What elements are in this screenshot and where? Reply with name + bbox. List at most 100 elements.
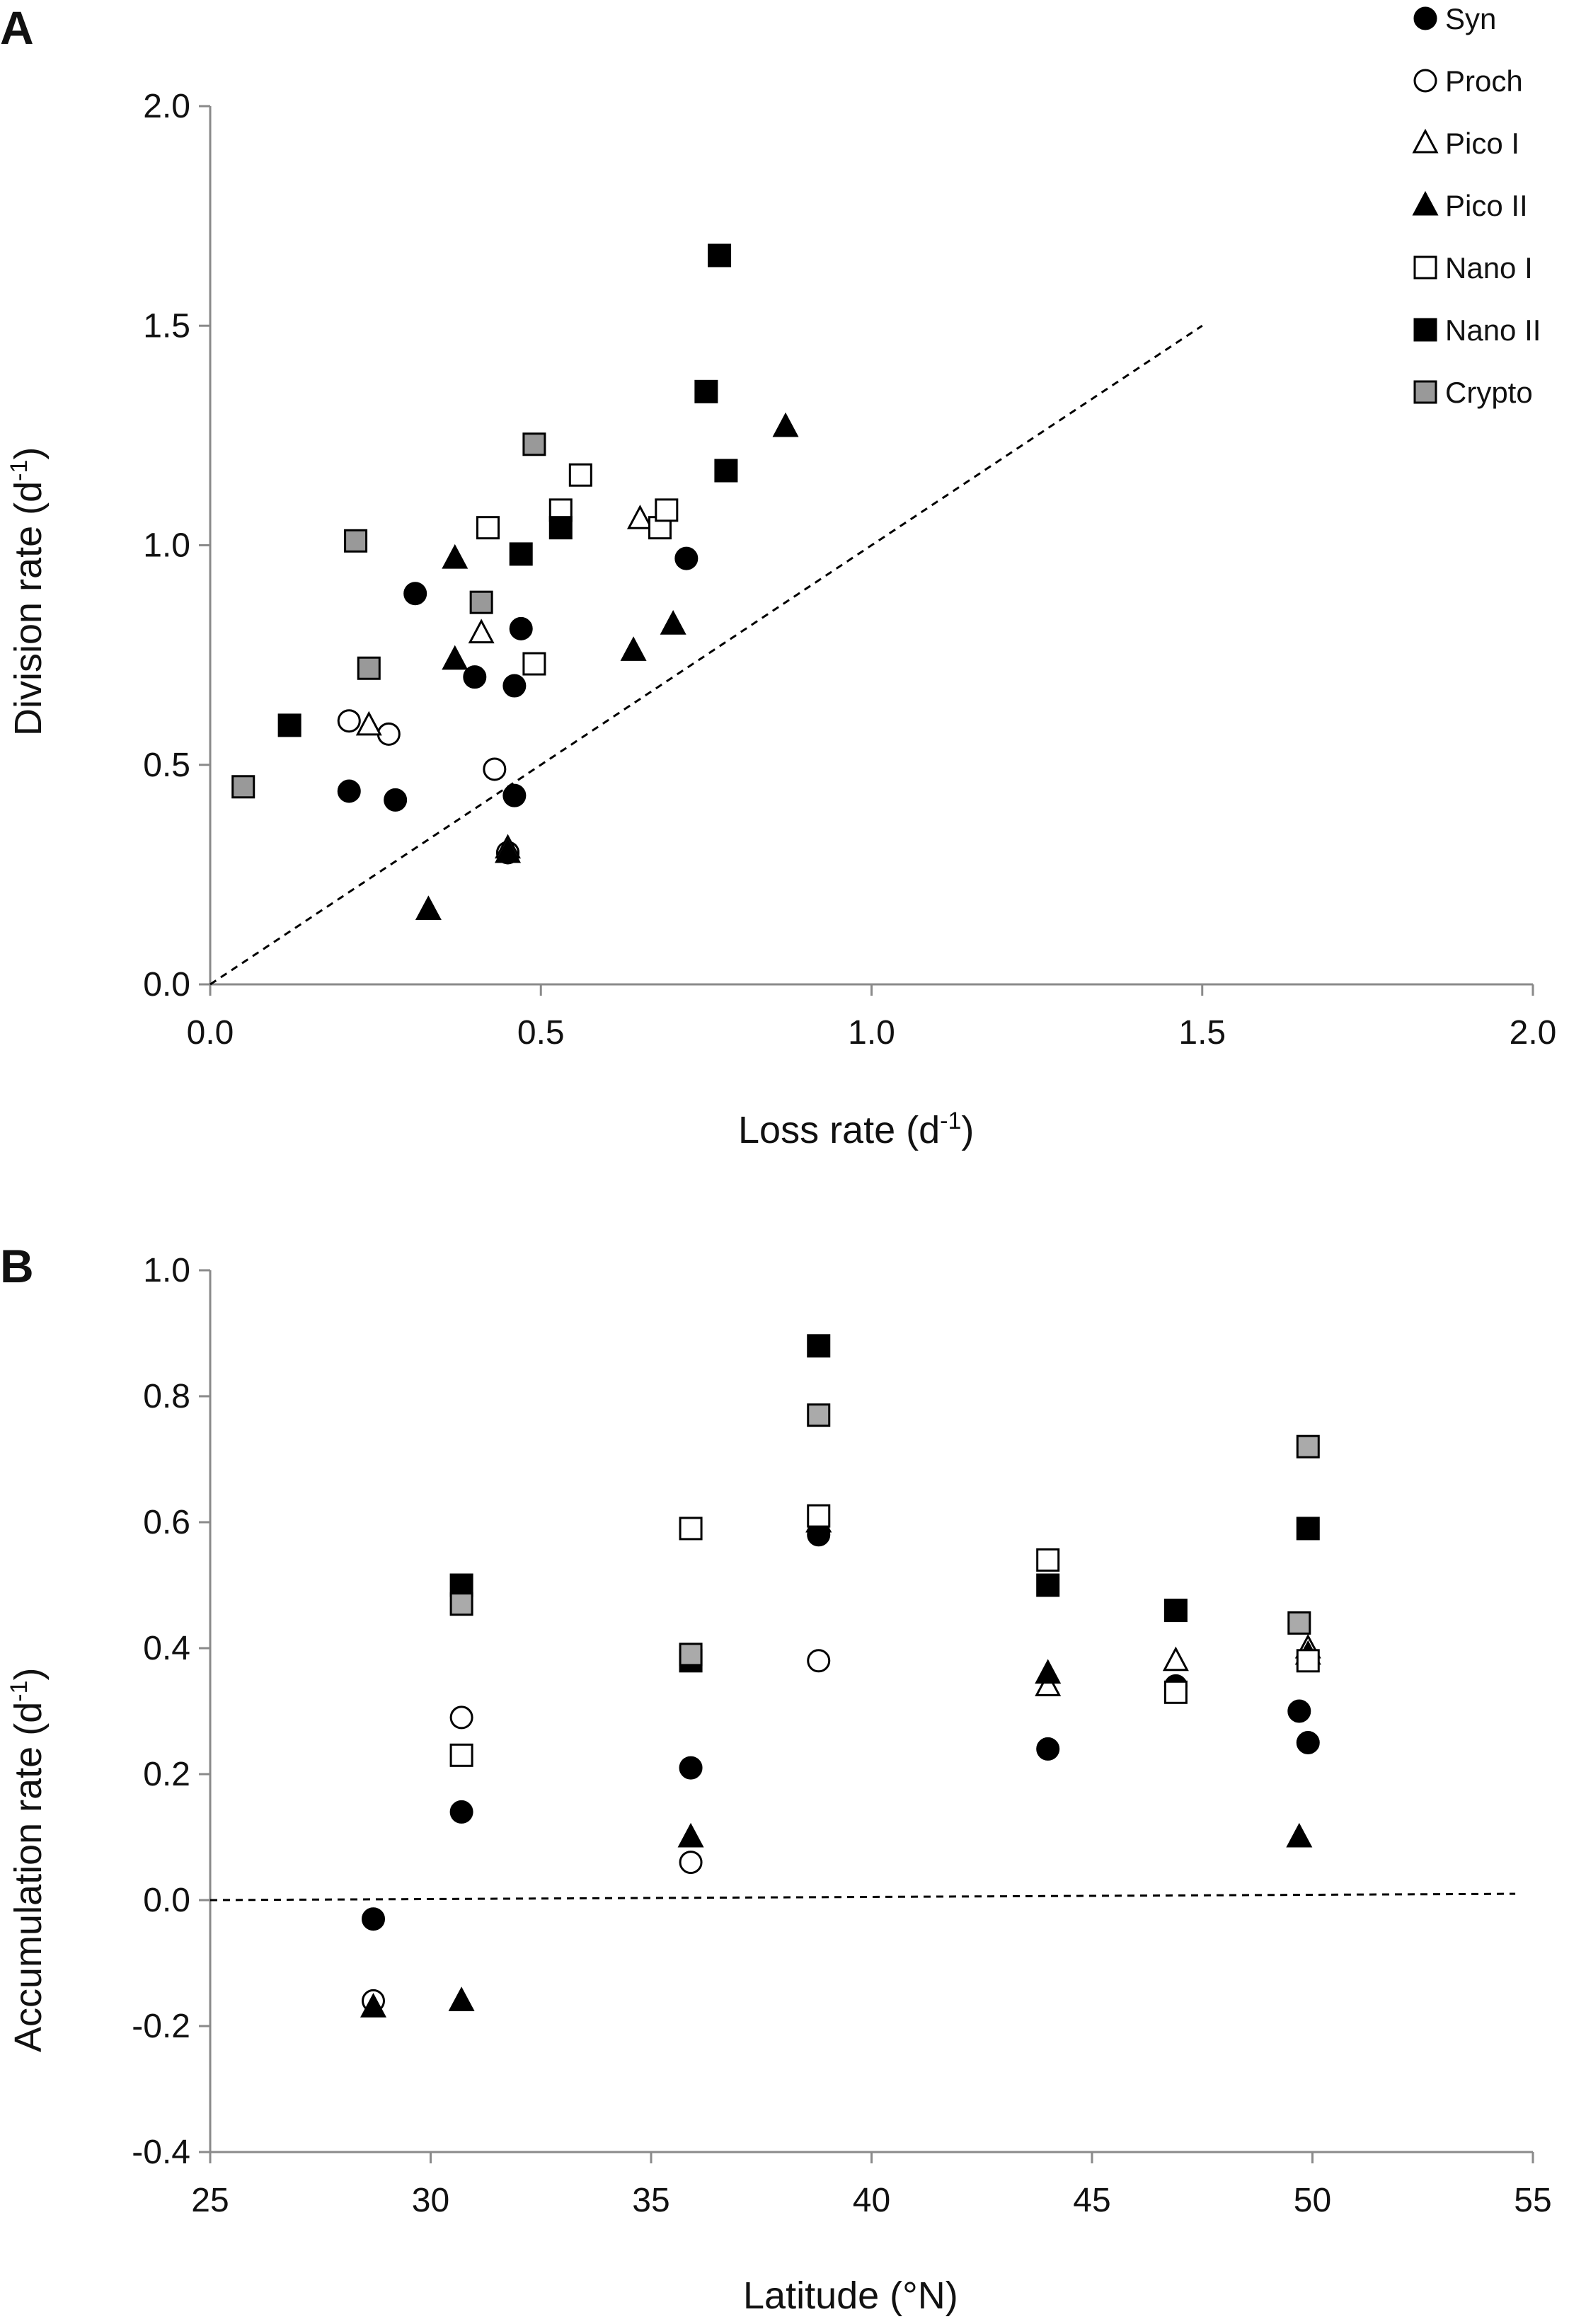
point-nano-ii — [708, 243, 732, 268]
point-proch — [449, 1705, 473, 1730]
legend-label-syn: Syn — [1445, 2, 1496, 35]
y-tick-label: 2.0 — [143, 88, 190, 125]
point-crypto — [469, 590, 493, 614]
point-proch — [337, 709, 361, 733]
point-syn — [362, 1907, 386, 1931]
point-crypto — [807, 1403, 831, 1427]
legend-label-pico-i: Pico I — [1445, 127, 1519, 160]
legend-label-proch: Proch — [1445, 64, 1523, 98]
point-nano-ii — [694, 379, 718, 403]
y-tick-label: 0.8 — [143, 1378, 190, 1415]
point-nano-ii — [1036, 1573, 1060, 1597]
point-nano-i — [807, 1504, 831, 1528]
x-tick-label: 0.5 — [517, 1014, 565, 1052]
point-nano-ii — [449, 1573, 473, 1597]
x-tick-label: 45 — [1073, 2182, 1110, 2219]
panel-a-x-ticks: 0.0 0.5 1.0 1.5 2.0 — [187, 984, 1557, 1052]
panel-a-letter: A — [0, 1, 34, 54]
point-nano-i — [522, 652, 546, 676]
y-tick-label: 0.0 — [143, 1882, 190, 1919]
point-nano-ii — [807, 1334, 831, 1358]
point-nano-i — [476, 516, 500, 540]
point-proch — [377, 722, 401, 746]
point-nano-i — [449, 1743, 473, 1767]
point-crypto — [522, 432, 546, 456]
legend-label-nano-ii: Nano II — [1445, 313, 1541, 347]
legend: Syn Proch Pico I Pico II Nano I Nano II Crypto — [1412, 2, 1541, 409]
y-tick-label: 0.5 — [143, 747, 190, 784]
y-tick-label: 1.5 — [143, 307, 190, 345]
point-pico-ii — [415, 895, 442, 921]
y-tick-label: -0.4 — [132, 2134, 190, 2171]
point-syn — [502, 674, 527, 698]
panel-b-points — [360, 1334, 1321, 2018]
point-pico-ii — [660, 610, 686, 635]
point-crypto — [231, 775, 255, 799]
panel-a-x-label: Loss rate (d-1) — [738, 1108, 974, 1151]
point-syn — [509, 616, 533, 640]
point-pico-ii — [620, 636, 647, 661]
panel-b-x-ticks: 25 30 35 40 45 50 55 — [191, 2152, 1552, 2219]
x-tick-label: 1.0 — [848, 1014, 895, 1052]
y-tick-label: -0.2 — [132, 2008, 190, 2045]
point-nano-i — [679, 1517, 703, 1541]
point-nano-ii — [509, 542, 533, 566]
panel-b-letter: B — [0, 1240, 34, 1292]
x-tick-label: 40 — [853, 2182, 890, 2219]
y-tick-label: 1.0 — [143, 1252, 190, 1289]
x-tick-label: 55 — [1514, 2182, 1551, 2219]
point-pico-ii — [1035, 1659, 1062, 1684]
point-pico-i — [468, 619, 495, 644]
panel-a-y-ticks: 0.0 0.5 1.0 1.5 2.0 — [143, 88, 210, 1003]
point-nano-i — [1036, 1548, 1060, 1572]
panel-a-points — [231, 243, 799, 921]
point-crypto — [1296, 1434, 1320, 1459]
legend-marker-proch — [1413, 69, 1437, 93]
panel-a-identity-line — [209, 325, 1203, 986]
point-proch — [679, 1851, 703, 1875]
point-syn — [1287, 1699, 1311, 1723]
point-syn — [1296, 1731, 1320, 1754]
point-syn — [502, 783, 527, 807]
panel-a-y-label: Division rate (d-1) — [6, 447, 50, 736]
legend-marker-nano-ii — [1413, 318, 1437, 342]
legend-marker-syn — [1413, 6, 1437, 30]
x-tick-label: 30 — [412, 2182, 449, 2219]
point-crypto — [449, 1592, 473, 1616]
point-syn — [337, 779, 361, 803]
point-nano-ii — [1296, 1517, 1320, 1541]
point-pico-ii — [448, 1986, 475, 2011]
point-syn — [674, 546, 699, 570]
x-tick-label: 2.0 — [1510, 1014, 1557, 1052]
point-pico-ii — [495, 838, 522, 863]
point-nano-ii — [548, 516, 573, 540]
point-syn — [449, 1800, 473, 1824]
legend-marker-crypto — [1413, 380, 1437, 404]
point-pico-i — [626, 505, 653, 529]
point-syn — [403, 582, 427, 606]
panel-a: A 0.0 0.5 1.0 1.5 2.0 0.0 0.5 1.0 1.5 2.0 Loss r… — [0, 1, 1556, 1151]
point-pico-ii — [772, 412, 799, 437]
point-syn — [1036, 1737, 1060, 1761]
y-tick-label: 0.6 — [143, 1504, 190, 1541]
x-tick-label: 35 — [632, 2182, 669, 2219]
x-tick-label: 25 — [191, 2182, 229, 2219]
point-pico-ii — [1286, 1822, 1313, 1848]
point-pico-i — [1162, 1646, 1189, 1672]
point-crypto — [344, 529, 368, 553]
point-nano-ii — [277, 713, 301, 737]
x-tick-label: 0.0 — [187, 1014, 234, 1052]
point-nano-i — [568, 463, 592, 487]
point-crypto — [1287, 1611, 1311, 1635]
y-tick-label: 0.4 — [143, 1630, 190, 1667]
x-tick-label: 1.5 — [1178, 1014, 1226, 1052]
panel-b: B -0.4 -0.2 0.0 0.2 0.4 0.6 0.8 1.0 25 30 35 40 45 5… — [0, 1240, 1552, 2317]
panel-b-x-label: Latitude (°N) — [743, 2274, 958, 2317]
x-tick-label: 50 — [1294, 2182, 1331, 2219]
legend-label-pico-ii: Pico II — [1445, 189, 1528, 222]
point-pico-ii — [677, 1822, 704, 1848]
legend-marker-nano-i — [1413, 255, 1437, 280]
point-nano-ii — [714, 459, 738, 483]
point-pico-ii — [442, 543, 469, 569]
